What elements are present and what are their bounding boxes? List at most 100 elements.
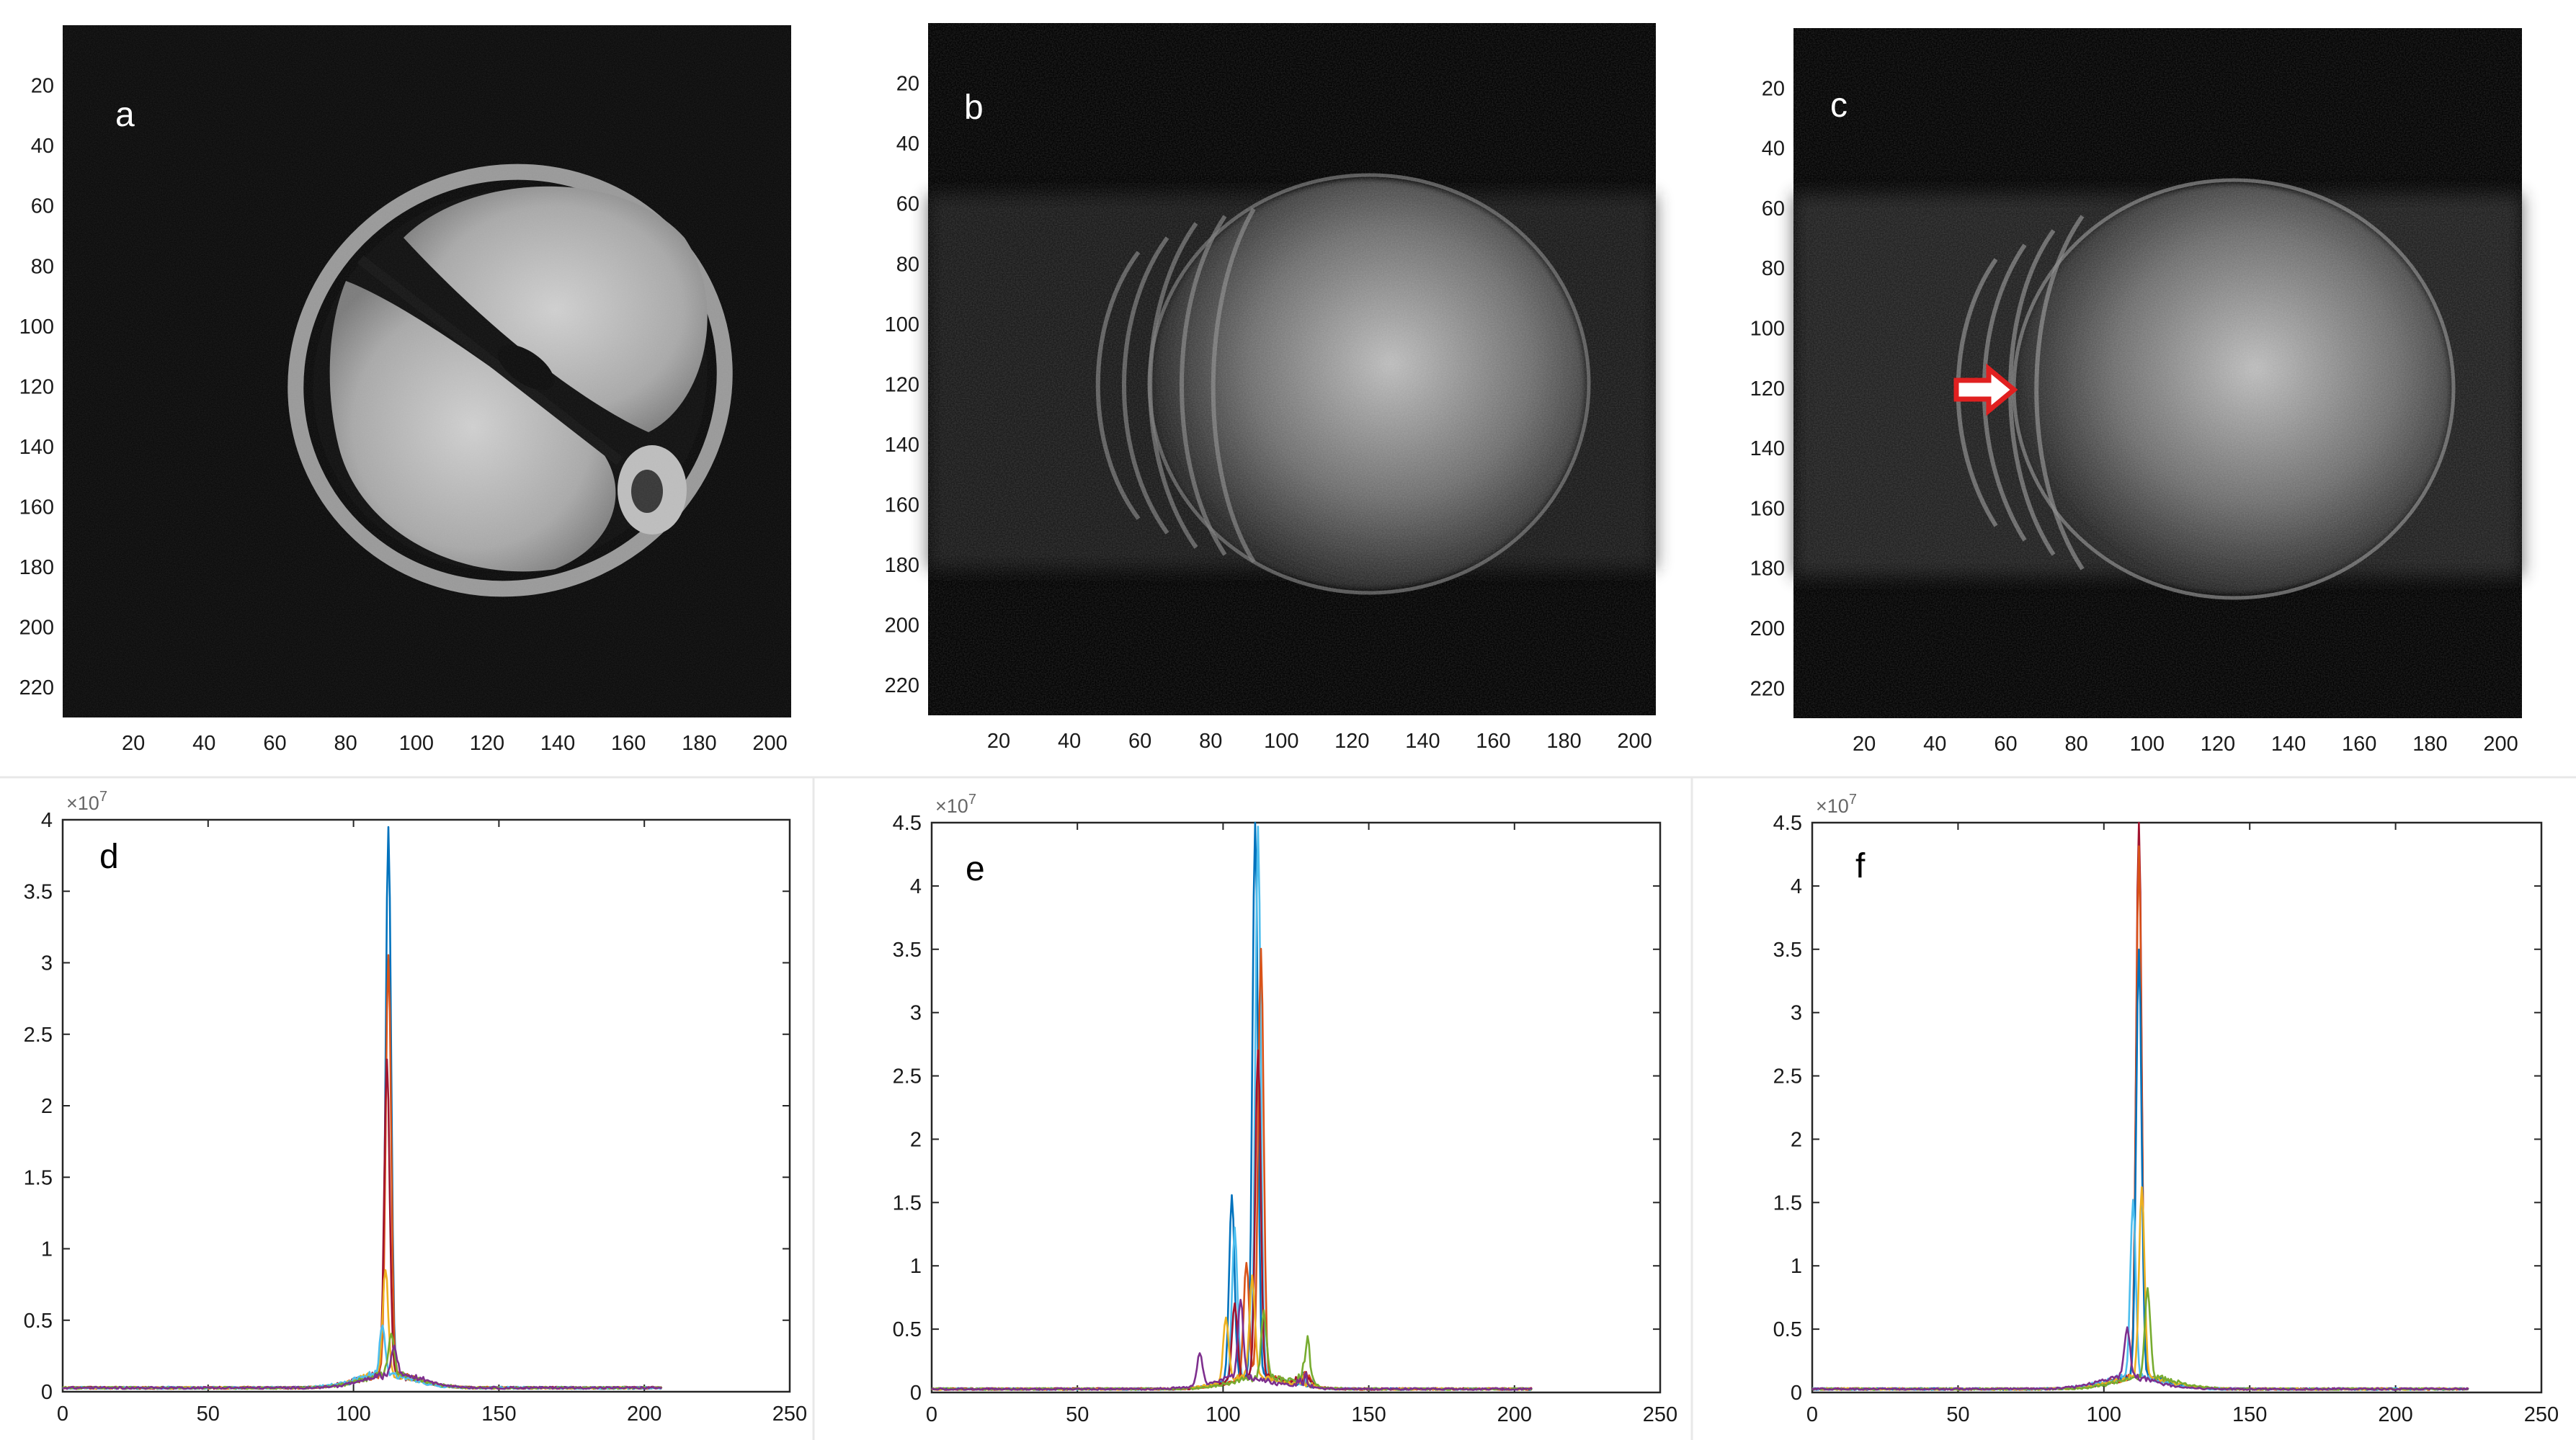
y-tick-label: 220 (1750, 677, 1785, 700)
spectrum-plot-f: 0 50 100 150 200 250 0 0.5 1 1.5 2 2.5 3 3.5 4 4.5 ×107 f (1773, 792, 2559, 1426)
y-tick-label: 1.5 (24, 1166, 53, 1189)
x-tick-label: 120 (2201, 733, 2235, 756)
x-tick-label: 50 (197, 1403, 220, 1426)
y-tick-label: 200 (19, 617, 54, 640)
y-tick-label: 20 (1762, 77, 1785, 100)
y-tick-label: 60 (31, 195, 54, 218)
x-tick-label: 150 (2232, 1403, 2267, 1426)
y-tick-label: 160 (885, 494, 919, 517)
plot-frame (1811, 821, 2543, 1394)
x-tick-label: 150 (1351, 1403, 1386, 1426)
x-tick-label: 200 (2483, 733, 2518, 756)
image-texture (1793, 28, 2522, 718)
y-tick-label: 2 (1791, 1128, 1802, 1151)
y-exponent-power: 7 (1849, 792, 1857, 808)
y-tick-label: 180 (885, 554, 919, 577)
x-tick-label: 250 (2524, 1403, 2559, 1426)
plot-frame (930, 821, 1662, 1394)
y-tick-label: 0 (41, 1381, 53, 1404)
x-tick-label: 180 (1546, 730, 1581, 753)
x-tick-label: 100 (399, 732, 434, 755)
y-tick-label: 160 (19, 496, 54, 519)
x-tick-label: 20 (122, 732, 145, 755)
image-texture (63, 25, 791, 717)
y-tick-label: 60 (1762, 197, 1785, 220)
y-tick-label: 2 (41, 1095, 53, 1118)
y-tick-label: 100 (885, 313, 919, 336)
panel-label: e (966, 850, 985, 888)
y-tick-label: 120 (885, 373, 919, 396)
x-tick-label: 120 (470, 732, 504, 755)
x-tick-label: 40 (192, 732, 215, 755)
y-tick-label: 100 (19, 316, 54, 339)
y-tick-label: 1 (1791, 1255, 1802, 1278)
arrow-icon (1953, 363, 2018, 416)
y-tick-label: 2.5 (24, 1024, 53, 1047)
y-tick-label: 180 (1750, 558, 1785, 581)
x-tick-label: 100 (1264, 730, 1298, 753)
y-tick-label: 2.5 (1773, 1065, 1802, 1088)
x-tick-label: 140 (540, 732, 575, 755)
mri-panel-c (1793, 28, 2522, 718)
spectrum-series-line (62, 1344, 662, 1390)
panel-label: a (115, 96, 135, 134)
x-tick-label: 80 (1199, 730, 1222, 753)
x-tick-label: 60 (1994, 733, 2017, 756)
spectrum-plot-d: 0 50 100 150 200 250 0 0.5 1 1.5 2 2.5 3 3.5 4 ×107 d (24, 789, 808, 1426)
x-tick-label: 140 (2271, 733, 2306, 756)
x-tick-label: 100 (2087, 1403, 2121, 1426)
y-exponent-label: ×107 (935, 792, 976, 817)
x-tick-label: 20 (1853, 733, 1876, 756)
y-tick-label: 40 (896, 133, 919, 156)
x-tick-label: 200 (2378, 1403, 2412, 1426)
y-tick-label: 120 (19, 375, 54, 398)
y-tick-label: 1.5 (893, 1191, 922, 1215)
x-tick-label: 20 (987, 730, 1010, 753)
y-tick-label: 3.5 (893, 939, 922, 962)
panel-label: d (99, 838, 119, 876)
image-axes-a: 20 40 60 80 100 120 140 160 180 200 20 40 60 80 100 120… (19, 75, 788, 755)
y-tick-label: 60 (896, 193, 919, 216)
y-tick-label: 4 (41, 809, 53, 832)
y-tick-label: 140 (885, 434, 919, 457)
x-tick-label: 250 (1643, 1403, 1677, 1426)
x-tick-label: 40 (1923, 733, 1946, 756)
y-tick-label: 4.5 (1773, 812, 1802, 835)
x-tick-label: 200 (752, 732, 787, 755)
x-tick-label: 100 (336, 1403, 370, 1426)
y-tick-label: 4 (910, 875, 922, 898)
y-tick-label: 3 (1791, 1002, 1802, 1025)
x-tick-label: 180 (2412, 733, 2447, 756)
y-tick-label: 180 (19, 556, 54, 579)
x-tick-label: 160 (2342, 733, 2376, 756)
y-tick-label: 3 (41, 952, 53, 975)
y-tick-label: 2.5 (893, 1065, 922, 1088)
y-tick-label: 120 (1750, 377, 1785, 401)
y-tick-label: 3.5 (24, 880, 53, 903)
x-tick-label: 160 (1476, 730, 1510, 753)
x-tick-label: 100 (1205, 1403, 1240, 1426)
mri-panel-a (63, 25, 791, 717)
y-tick-label: 140 (19, 436, 54, 459)
x-tick-label: 200 (1617, 730, 1652, 753)
image-axes-c: 20 40 60 80 100 120 140 160 180 200 20 40 60 80 100 120… (1750, 77, 2518, 756)
x-tick-label: 40 (1058, 730, 1081, 753)
x-tick-label: 120 (1334, 730, 1369, 753)
x-tick-label: 180 (682, 732, 716, 755)
x-tick-label: 50 (1946, 1403, 1969, 1426)
y-tick-label: 4.5 (893, 812, 922, 835)
y-tick-label: 40 (31, 135, 54, 158)
y-tick-label: 4 (1791, 875, 1802, 898)
x-tick-label: 0 (57, 1403, 68, 1426)
y-tick-label: 40 (1762, 138, 1785, 161)
spectrum-plot-e: 0 50 100 150 200 250 0 0.5 1 1.5 2 2.5 3 3.5 4 4.5 ×107 e (893, 792, 1678, 1426)
y-tick-label: 80 (1762, 257, 1785, 280)
x-tick-label: 80 (334, 732, 357, 755)
x-tick-label: 250 (772, 1403, 807, 1426)
y-tick-label: 0 (1791, 1382, 1802, 1405)
y-tick-label: 1 (910, 1255, 922, 1278)
y-tick-label: 3.5 (1773, 939, 1802, 962)
y-tick-label: 1.5 (1773, 1191, 1802, 1215)
y-tick-label: 2 (910, 1128, 922, 1151)
